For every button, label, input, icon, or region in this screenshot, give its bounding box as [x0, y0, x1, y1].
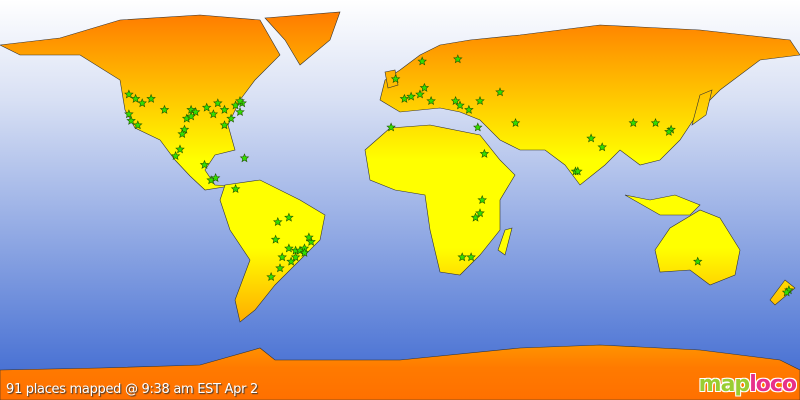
place-marker-star-icon[interactable]: [277, 252, 287, 262]
place-marker-star-icon[interactable]: [586, 133, 596, 143]
status-text: 91 places mapped @ 9:38 am EST Apr 2: [6, 382, 258, 397]
place-marker-star-icon[interactable]: [208, 109, 219, 119]
place-marker-star-icon[interactable]: [190, 107, 201, 117]
place-marker-star-icon[interactable]: [573, 166, 583, 176]
place-marker-star-icon[interactable]: [386, 122, 396, 132]
south-america: [219, 179, 326, 323]
place-marker-star-icon[interactable]: [235, 107, 245, 117]
place-marker-star-icon[interactable]: [510, 118, 521, 128]
place-marker-star-icon[interactable]: [130, 93, 141, 103]
place-marker-star-icon[interactable]: [479, 148, 490, 158]
place-marker-star-icon[interactable]: [266, 272, 276, 282]
place-marker-star-icon[interactable]: [199, 159, 210, 169]
place-marker-star-icon[interactable]: [450, 96, 461, 106]
place-marker-star-icon[interactable]: [175, 144, 185, 154]
place-marker-star-icon[interactable]: [597, 142, 607, 152]
place-marker-star-icon[interactable]: [475, 96, 485, 106]
place-marker-star-icon[interactable]: [186, 111, 196, 121]
markers-layer: [124, 54, 794, 297]
place-marker-star-icon[interactable]: [239, 153, 250, 163]
place-marker-star-icon[interactable]: [628, 118, 639, 128]
place-marker-star-icon[interactable]: [226, 113, 236, 123]
place-marker-star-icon[interactable]: [159, 104, 170, 114]
place-marker-star-icon[interactable]: [466, 252, 476, 262]
place-marker-star-icon[interactable]: [650, 118, 661, 128]
place-marker-star-icon[interactable]: [286, 256, 296, 266]
place-marker-star-icon[interactable]: [390, 74, 401, 84]
place-marker-star-icon[interactable]: [219, 120, 230, 130]
place-marker-star-icon[interactable]: [290, 252, 301, 262]
place-marker-star-icon[interactable]: [137, 98, 147, 108]
place-marker-star-icon[interactable]: [201, 102, 212, 112]
place-marker-star-icon[interactable]: [417, 56, 427, 66]
place-marker-star-icon[interactable]: [275, 263, 285, 273]
place-marker-star-icon[interactable]: [170, 151, 181, 161]
africa: [364, 124, 516, 276]
place-marker-star-icon[interactable]: [415, 89, 425, 99]
madagascar: [497, 227, 513, 256]
place-marker-star-icon[interactable]: [477, 195, 487, 205]
uk: [384, 69, 399, 89]
place-marker-star-icon[interactable]: [126, 115, 136, 125]
place-marker-star-icon[interactable]: [693, 256, 703, 266]
indonesia: [624, 194, 701, 216]
place-marker-star-icon[interactable]: [304, 232, 314, 242]
place-marker-star-icon[interactable]: [210, 173, 221, 183]
place-marker-star-icon[interactable]: [299, 247, 310, 257]
australia: [654, 209, 741, 286]
place-marker-star-icon[interactable]: [406, 91, 416, 101]
place-marker-star-icon[interactable]: [475, 208, 485, 218]
place-marker-star-icon[interactable]: [124, 109, 134, 119]
place-marker-star-icon[interactable]: [455, 100, 465, 110]
antarctica: [0, 344, 800, 400]
place-marker-star-icon[interactable]: [284, 243, 294, 253]
place-marker-star-icon[interactable]: [470, 212, 481, 222]
place-marker-star-icon[interactable]: [781, 287, 792, 297]
place-marker-star-icon[interactable]: [399, 93, 410, 103]
place-marker-star-icon[interactable]: [133, 120, 143, 130]
place-marker-star-icon[interactable]: [124, 89, 134, 99]
place-marker-star-icon[interactable]: [426, 96, 436, 106]
place-marker-star-icon[interactable]: [473, 122, 483, 132]
place-marker-star-icon[interactable]: [270, 234, 281, 244]
maploco-logo[interactable]: maploco: [698, 372, 797, 397]
greenland: [264, 11, 341, 66]
place-marker-star-icon[interactable]: [230, 184, 241, 194]
place-marker-star-icon[interactable]: [453, 54, 463, 64]
place-marker-star-icon[interactable]: [219, 104, 230, 114]
place-marker-star-icon[interactable]: [177, 129, 187, 139]
place-marker-star-icon[interactable]: [457, 252, 467, 262]
place-marker-star-icon[interactable]: [464, 104, 474, 114]
japan: [691, 89, 713, 126]
place-marker-star-icon[interactable]: [419, 82, 430, 92]
place-marker-star-icon[interactable]: [284, 212, 294, 222]
place-marker-star-icon[interactable]: [146, 93, 156, 103]
place-marker-star-icon[interactable]: [213, 98, 223, 108]
place-marker-star-icon[interactable]: [495, 87, 505, 97]
eurasia: [379, 24, 800, 186]
place-marker-star-icon[interactable]: [273, 217, 283, 227]
place-marker-star-icon[interactable]: [235, 96, 245, 106]
place-marker-star-icon[interactable]: [664, 126, 674, 136]
place-marker-star-icon[interactable]: [306, 236, 316, 246]
